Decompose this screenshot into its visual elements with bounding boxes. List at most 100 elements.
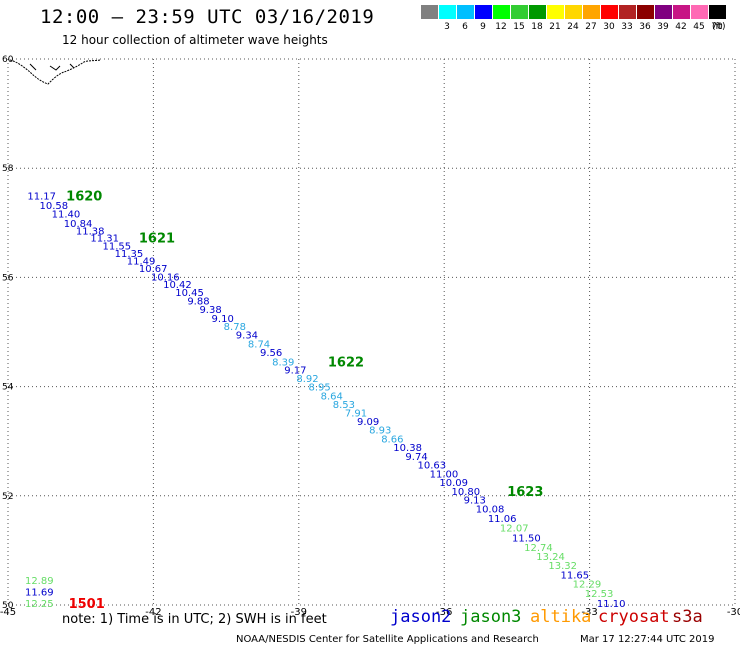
scale-swatch (457, 5, 474, 19)
scale-swatch (493, 5, 510, 19)
coastline-island (29, 63, 75, 71)
wave-height-label: 8.92 (296, 374, 318, 385)
wave-height-label: 11.65 (561, 570, 590, 581)
footer-note: note: 1) Time is in UTC; 2) SWH is in fe… (62, 612, 327, 627)
grid-lines (7, 58, 736, 606)
scale-label: 39 (657, 22, 669, 32)
wave-height-label: 8.95 (308, 383, 330, 394)
y-tick-label: 56 (2, 273, 14, 283)
y-tick-label: 52 (2, 492, 13, 502)
wave-height-label: 12.07 (500, 523, 529, 534)
scale-swatch (601, 5, 618, 19)
wave-height-label: 9.56 (260, 348, 282, 359)
wave-height-label: 11.49 (127, 256, 156, 267)
satellite-label: s3a (672, 607, 703, 627)
y-tick-label: 58 (2, 164, 14, 174)
scale-swatch (691, 5, 708, 19)
wave-height-label: 11.06 (488, 514, 517, 525)
wave-height-label: 12.74 (524, 543, 553, 554)
coastline (9, 59, 101, 85)
wave-height-label: 9.34 (236, 331, 258, 342)
footer-credit: NOAA/NESDIS Center for Satellite Applica… (236, 634, 539, 645)
wave-height-label: 9.17 (284, 366, 306, 377)
scale-label: 27 (585, 22, 597, 32)
pass-time-label: 1620 (66, 190, 102, 205)
wave-height-label: 13.32 (548, 561, 577, 572)
scale-swatch (655, 5, 672, 19)
scale-label: 45 (693, 22, 705, 32)
axis-ticks: -45 -42 -39 -36 -33 -30 60 58 56 54 52 50 (0, 55, 740, 618)
wave-height-label: 9.10 (212, 314, 234, 325)
wave-height-label: 12.89 (25, 576, 54, 587)
wave-height-label: 8.93 (369, 426, 391, 437)
wave-height-label: 9.74 (405, 452, 427, 463)
satellite-label: jason2 (390, 607, 452, 627)
scale-swatch (637, 5, 654, 19)
scale-label: 6 (462, 22, 468, 32)
scale-swatch (619, 5, 636, 19)
x-tick-label: -36 (436, 607, 452, 618)
wave-height-label: 11.31 (90, 234, 119, 245)
satellite-label: jason3 (460, 607, 522, 627)
wave-height-label: 10.16 (151, 272, 180, 283)
wave-height-label: 10.67 (139, 264, 168, 275)
wave-height-label: 13.24 (536, 552, 565, 563)
scale-label: 33 (621, 22, 633, 32)
wave-height-label: 10.42 (163, 280, 192, 291)
wave-height-label: 10.45 (175, 288, 204, 299)
wave-height-label: 10.58 (40, 201, 69, 212)
wave-height-label: 8.74 (248, 339, 270, 350)
pass-time-label: 1622 (328, 355, 364, 370)
x-tick-label: -30 (727, 607, 740, 618)
scale-swatch (673, 5, 690, 19)
wave-height-label: 9.09 (357, 417, 379, 428)
scale-label: 70 (711, 22, 723, 32)
scale-swatch (439, 5, 456, 19)
chart-title: 12:00 – 23:59 UTC 03/16/2019 (40, 6, 375, 28)
wave-height-label: 9.88 (187, 296, 209, 307)
wave-height-label: 10.38 (393, 443, 422, 454)
scale-unit: (ft) (712, 22, 726, 32)
scale-label: 18 (531, 22, 543, 32)
scale-swatch (511, 5, 528, 19)
wave-height-label: 9.38 (199, 305, 221, 316)
y-tick-label: 54 (2, 383, 14, 393)
x-tick-label: -39 (291, 607, 307, 618)
scale-swatch (583, 5, 600, 19)
pass-time-label: 1501 (69, 597, 105, 612)
data-points: 11.1710.5811.4010.8411.3811.3111.5511.35… (25, 192, 626, 610)
scale-swatch (475, 5, 492, 19)
wave-height-label: 12.25 (25, 599, 54, 610)
wave-height-label: 11.17 (27, 192, 56, 203)
wave-height-label: 9.13 (464, 496, 486, 507)
x-tick-label: -42 (145, 607, 161, 618)
pass-time-label: 1623 (507, 485, 543, 500)
pass-time-label: 1621 (139, 232, 175, 247)
wave-height-label: 12.29 (573, 580, 602, 591)
wave-height-label: 11.00 (430, 469, 459, 480)
scale-swatch (547, 5, 564, 19)
scale-label: 24 (567, 22, 579, 32)
wave-height-label: 10.80 (451, 487, 480, 498)
scale-label: 42 (675, 22, 687, 32)
wave-height-label: 8.39 (272, 357, 294, 368)
x-tick-label: -45 (0, 607, 16, 618)
wave-height-label: 10.08 (476, 504, 505, 515)
wave-height-label: 7.91 (345, 408, 367, 419)
scale-swatch (565, 5, 582, 19)
wave-height-label: 10.84 (64, 219, 93, 230)
scale-label: 21 (549, 22, 561, 32)
satellite-label: altika (530, 607, 592, 627)
wave-height-label: 11.40 (52, 210, 81, 221)
coastline-path (9, 59, 101, 85)
x-tick-label: -33 (581, 607, 597, 618)
wave-height-label: 8.53 (333, 400, 355, 411)
scale-swatch (529, 5, 546, 19)
wave-height-label: 11.38 (76, 226, 105, 237)
wave-height-label: 8.78 (224, 322, 246, 333)
scale-label: 9 (480, 22, 486, 32)
time-labels: 1620 1621 1622 1623 1501 (66, 190, 543, 612)
scale-swatch (421, 5, 438, 19)
wave-height-label: 8.66 (381, 434, 403, 445)
